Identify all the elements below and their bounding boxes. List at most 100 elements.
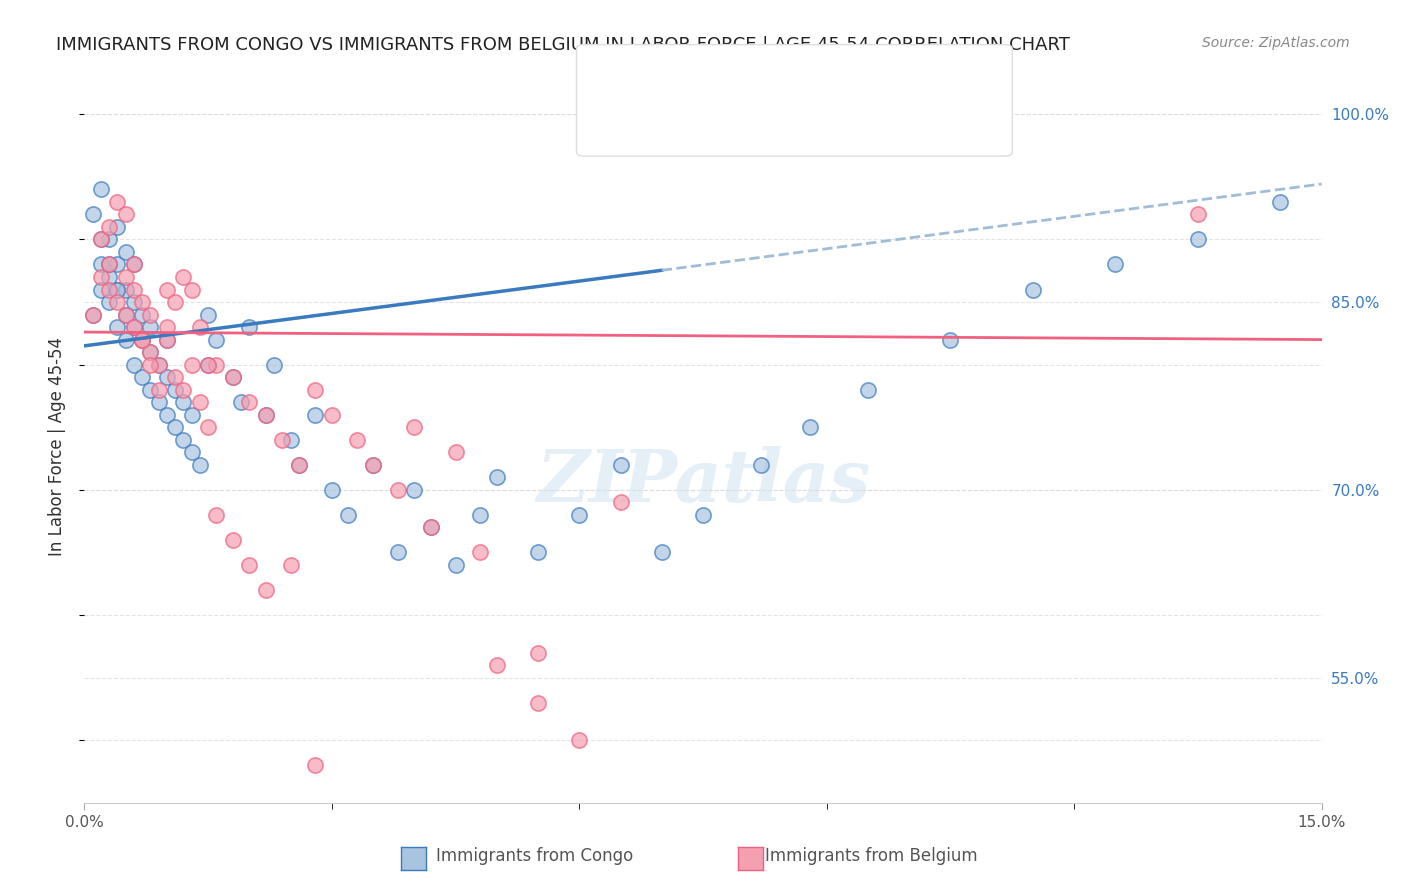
Point bbox=[180, 408, 202, 422]
Point bbox=[98, 232, 121, 246]
Point bbox=[799, 420, 821, 434]
Point bbox=[361, 458, 384, 472]
Point bbox=[105, 295, 128, 310]
Point bbox=[856, 383, 879, 397]
Point bbox=[131, 333, 153, 347]
Point bbox=[254, 408, 277, 422]
Point bbox=[148, 358, 170, 372]
Point bbox=[156, 283, 179, 297]
Point bbox=[238, 395, 260, 409]
Point bbox=[470, 545, 492, 559]
Point bbox=[165, 370, 187, 384]
Point bbox=[404, 483, 426, 497]
Point bbox=[122, 257, 145, 271]
Point bbox=[105, 257, 128, 271]
Point bbox=[165, 383, 187, 397]
Point bbox=[419, 520, 441, 534]
Point bbox=[98, 219, 121, 234]
Point bbox=[82, 308, 104, 322]
Point bbox=[485, 658, 508, 673]
Point bbox=[148, 358, 170, 372]
Point bbox=[188, 320, 211, 334]
Point bbox=[114, 308, 136, 322]
Point bbox=[321, 408, 343, 422]
Point bbox=[568, 733, 591, 747]
Point bbox=[90, 257, 112, 271]
Point bbox=[387, 545, 409, 559]
Point bbox=[609, 458, 631, 472]
Point bbox=[238, 558, 260, 572]
Point bbox=[114, 244, 136, 259]
Point bbox=[197, 308, 219, 322]
Point bbox=[131, 333, 153, 347]
Point bbox=[288, 458, 311, 472]
Point bbox=[263, 358, 285, 372]
Point bbox=[131, 370, 153, 384]
Point bbox=[90, 283, 112, 297]
Point bbox=[90, 232, 112, 246]
Point bbox=[122, 295, 145, 310]
Point bbox=[139, 358, 162, 372]
Point bbox=[148, 383, 170, 397]
Point bbox=[444, 445, 467, 459]
Point bbox=[1270, 194, 1292, 209]
Point bbox=[197, 358, 219, 372]
Point bbox=[337, 508, 360, 522]
Point bbox=[105, 283, 128, 297]
Point bbox=[114, 207, 136, 221]
Point bbox=[304, 383, 326, 397]
Point bbox=[105, 194, 128, 209]
Point bbox=[205, 508, 228, 522]
Text: 74: 74 bbox=[844, 67, 866, 85]
Point bbox=[222, 533, 245, 547]
Point bbox=[288, 458, 311, 472]
Point bbox=[651, 545, 673, 559]
Point bbox=[527, 646, 550, 660]
Point bbox=[222, 370, 245, 384]
Point bbox=[156, 370, 179, 384]
Point bbox=[361, 458, 384, 472]
Point bbox=[180, 445, 202, 459]
Point bbox=[222, 370, 245, 384]
Point bbox=[939, 333, 962, 347]
Point bbox=[114, 283, 136, 297]
Point bbox=[156, 333, 179, 347]
Text: Source: ZipAtlas.com: Source: ZipAtlas.com bbox=[1202, 36, 1350, 50]
Point bbox=[280, 433, 302, 447]
Point bbox=[139, 345, 162, 359]
Point bbox=[139, 308, 162, 322]
Point bbox=[98, 295, 121, 310]
Point bbox=[404, 420, 426, 434]
Point bbox=[114, 270, 136, 285]
Point bbox=[180, 358, 202, 372]
Point bbox=[527, 545, 550, 559]
Point bbox=[122, 283, 145, 297]
Point bbox=[304, 408, 326, 422]
Point bbox=[568, 508, 591, 522]
Point bbox=[692, 508, 714, 522]
Text: R = -0.023   N = 62: R = -0.023 N = 62 bbox=[647, 103, 824, 120]
Point bbox=[749, 458, 772, 472]
Text: ZIPatlas: ZIPatlas bbox=[536, 446, 870, 517]
Point bbox=[156, 408, 179, 422]
Point bbox=[197, 358, 219, 372]
Point bbox=[1022, 283, 1045, 297]
Point bbox=[90, 270, 112, 285]
Point bbox=[82, 308, 104, 322]
Point bbox=[609, 495, 631, 509]
Y-axis label: In Labor Force | Age 45-54: In Labor Force | Age 45-54 bbox=[48, 336, 66, 556]
Text: 62: 62 bbox=[844, 103, 866, 120]
Point bbox=[271, 433, 294, 447]
Point bbox=[197, 420, 219, 434]
Point bbox=[122, 358, 145, 372]
Point bbox=[172, 270, 194, 285]
Text: R =   0.155   N = 74: R = 0.155 N = 74 bbox=[647, 67, 830, 85]
Point bbox=[172, 383, 194, 397]
Point bbox=[470, 508, 492, 522]
Point bbox=[387, 483, 409, 497]
Text: IMMIGRANTS FROM CONGO VS IMMIGRANTS FROM BELGIUM IN LABOR FORCE | AGE 45-54 CORR: IMMIGRANTS FROM CONGO VS IMMIGRANTS FROM… bbox=[56, 36, 1070, 54]
Point bbox=[527, 696, 550, 710]
Point bbox=[321, 483, 343, 497]
Point bbox=[105, 219, 128, 234]
Point bbox=[172, 433, 194, 447]
